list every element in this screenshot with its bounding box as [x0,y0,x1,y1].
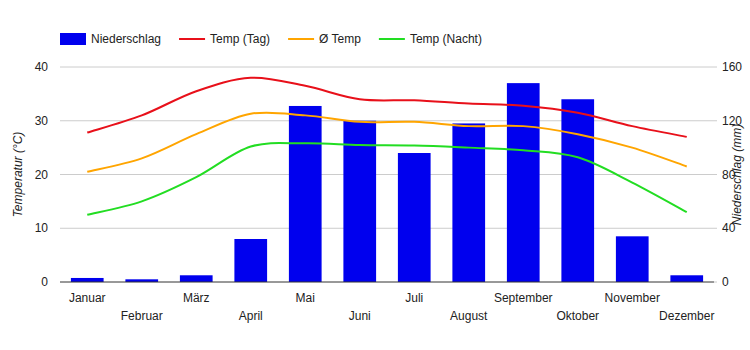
line [87,78,687,137]
x-tick-label: Dezember [659,309,714,323]
bar [71,278,104,282]
grid-line [60,67,714,68]
y-axis-title: Temperatur (°C) [11,132,25,218]
x-tick-label: September [494,291,553,305]
legend-item: Temp (Nacht) [379,32,482,46]
bar [180,275,213,282]
legend-label: Niederschlag [91,32,161,46]
bar [398,153,431,282]
y2-tick [714,120,717,121]
y2-tick [714,228,717,229]
bar [616,236,649,282]
legend-label: Ø Temp [319,32,361,46]
x-tick-label: Juni [349,309,371,323]
legend-label: Temp (Tag) [210,32,270,46]
bar [289,106,322,282]
legend-swatch [179,38,205,40]
legend-item: Temp (Tag) [179,32,270,46]
bar [507,83,540,282]
legend-swatch [288,38,314,40]
x-tick-label: März [183,291,210,305]
x-tick-label: Februar [121,309,163,323]
legend-item: Ø Temp [288,32,361,46]
line [87,143,687,215]
y-tick-label: 20 [35,168,49,182]
x-tick-label: Januar [69,291,106,305]
legend-swatch [379,38,405,40]
plot-area [71,78,703,282]
grid-line [60,228,714,229]
bar [561,99,594,282]
y2-tick [714,282,717,283]
y-tick-label: 40 [35,60,49,74]
y-tick-label: 10 [35,221,49,235]
y2-tick [714,174,717,175]
line [87,112,687,171]
x-axis [60,282,714,283]
legend-item: Niederschlag [60,32,161,46]
x-tick-label: August [450,309,488,323]
y2-tick-label: 0 [722,275,729,289]
legend-swatch [60,33,86,45]
x-tick-label: Juli [405,291,423,305]
y-tick-label: 0 [41,275,48,289]
x-tick-label: Mai [296,291,315,305]
y2-tick-label: 160 [722,60,742,74]
y-tick-label: 30 [35,114,49,128]
x-tick-label: November [605,291,660,305]
bar [234,239,267,282]
legend-label: Temp (Nacht) [410,32,482,46]
x-tick-label: April [239,309,263,323]
chart: 01020304004080120160Temperatur (°C)Niede… [0,0,750,350]
x-tick-label: Oktober [556,309,599,323]
y2-axis-title: Niederschlag (mm) [730,124,744,225]
y2-tick [714,67,717,68]
bar [670,275,703,282]
